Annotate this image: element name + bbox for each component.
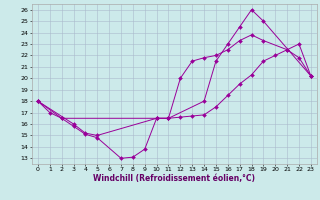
X-axis label: Windchill (Refroidissement éolien,°C): Windchill (Refroidissement éolien,°C) [93,174,255,183]
